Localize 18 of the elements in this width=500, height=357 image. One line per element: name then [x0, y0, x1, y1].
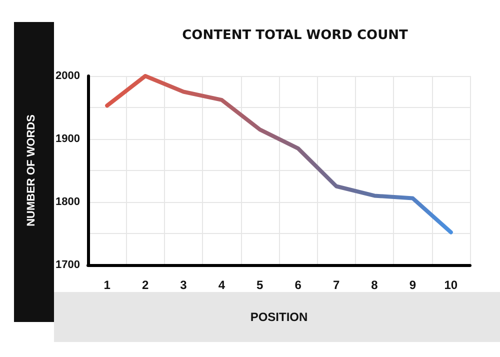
x-tick-label: 9: [409, 278, 416, 292]
x-tick-label: 7: [332, 278, 340, 292]
x-tick-label: 3: [180, 278, 188, 292]
x-tick-label: 6: [294, 278, 302, 292]
x-axis-title: POSITION: [250, 310, 308, 324]
y-tick-label: 1800: [56, 196, 80, 208]
x-tick-label: 10: [444, 278, 458, 292]
x-tick-label: 8: [371, 278, 378, 292]
x-tick-label: 5: [256, 278, 264, 292]
line-series: [105, 74, 453, 234]
x-tick-label: 4: [218, 278, 226, 292]
x-tick-label: 2: [142, 278, 149, 292]
y-tick-label: 1700: [56, 259, 80, 271]
chart-title: CONTENT TOTAL WORD COUNT: [182, 28, 408, 43]
y-axis-title: NUMBER OF WORDS: [26, 114, 38, 226]
y-tick-label: 1900: [56, 133, 80, 145]
y-tick-label: 2000: [56, 70, 80, 82]
x-tick-label: 1: [104, 278, 111, 292]
